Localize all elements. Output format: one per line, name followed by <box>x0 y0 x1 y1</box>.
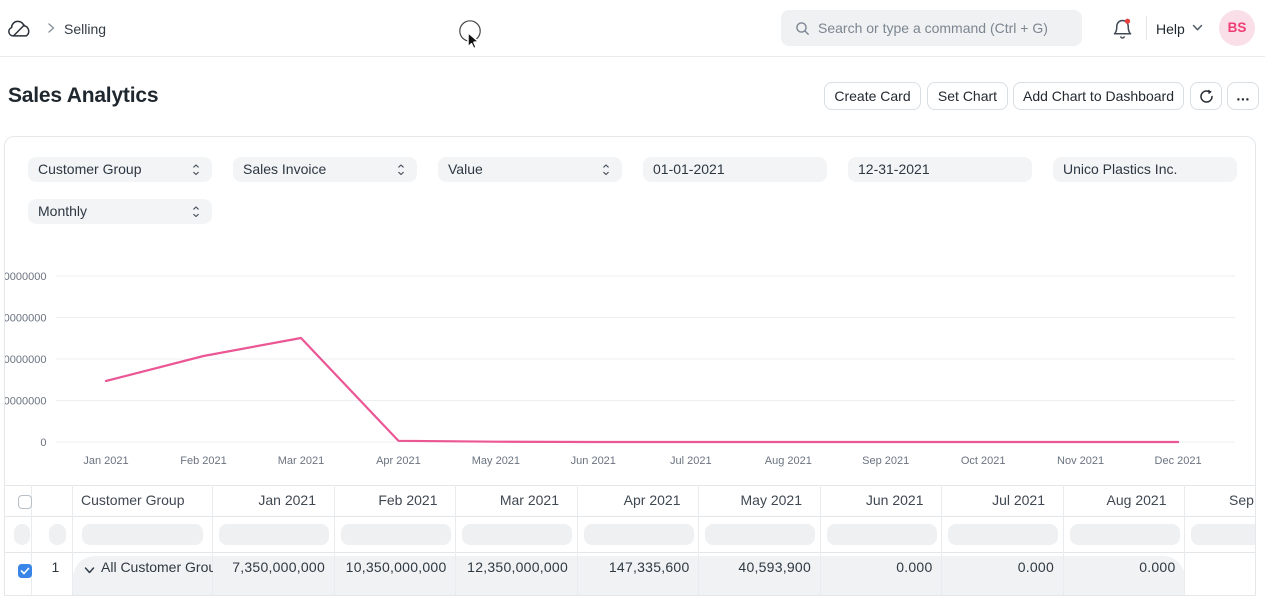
svg-text:5000000000: 5000000000 <box>5 396 47 408</box>
svg-text:Oct 2021: Oct 2021 <box>961 455 1006 467</box>
svg-text:Dec 2021: Dec 2021 <box>1155 455 1202 467</box>
svg-text:Sep 2021: Sep 2021 <box>862 455 909 467</box>
svg-text:Jul 2021: Jul 2021 <box>670 455 712 467</box>
svg-text:0: 0 <box>40 437 46 449</box>
svg-text:10000000000: 10000000000 <box>5 354 47 366</box>
svg-text:Nov 2021: Nov 2021 <box>1057 455 1104 467</box>
svg-text:Mar 2021: Mar 2021 <box>278 455 324 467</box>
svg-text:15000000000: 15000000000 <box>5 313 47 325</box>
svg-text:20000000000: 20000000000 <box>5 271 47 283</box>
svg-text:Aug 2021: Aug 2021 <box>765 455 812 467</box>
svg-text:Jan 2021: Jan 2021 <box>83 455 128 467</box>
svg-text:Jun 2021: Jun 2021 <box>571 455 616 467</box>
svg-text:Feb 2021: Feb 2021 <box>180 455 226 467</box>
svg-text:Apr 2021: Apr 2021 <box>376 455 421 467</box>
svg-text:May 2021: May 2021 <box>472 455 520 467</box>
